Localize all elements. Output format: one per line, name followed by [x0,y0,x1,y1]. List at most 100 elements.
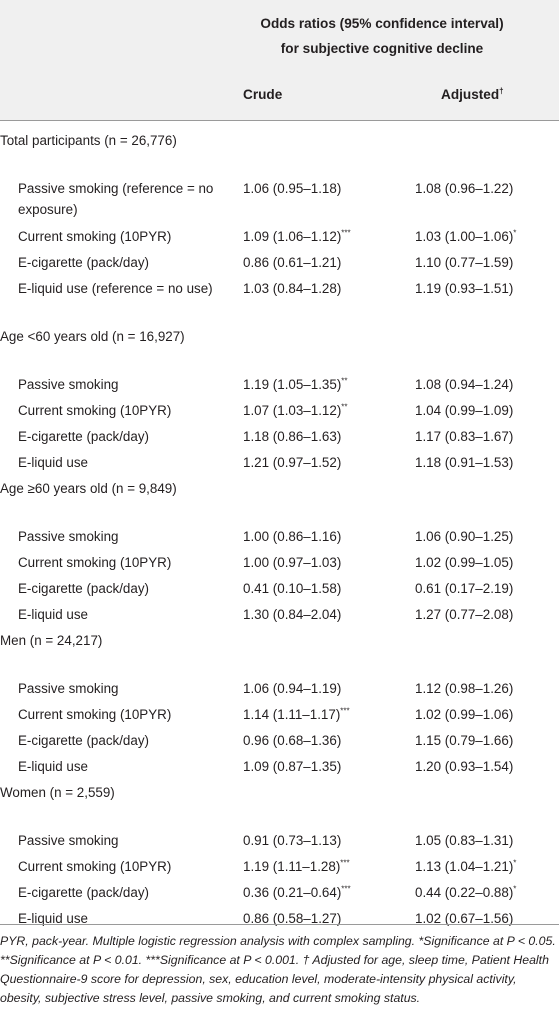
crude-value-text: 1.06 (0.94–1.19) [243,681,342,696]
table-row: E-cigarette (pack/day) 0.36 (0.21–0.64)**… [0,876,559,902]
table-footnote: PYR, pack-year. Multiple logistic regres… [0,934,556,1005]
adjusted-value-text: 1.13 (1.04–1.21) [415,859,514,874]
row-label: E-cigarette (pack/day) [18,255,149,270]
table-row: E-cigarette (pack/day) 1.18 (0.86–1.63) 1.… [0,420,559,446]
crude-value: 1.14 (1.11–1.17)*** [243,704,350,725]
adjusted-value-text: 1.27 (0.77–2.08) [415,607,514,622]
table-group-row: Men (n = 24,217) [0,624,559,672]
crude-value: 1.09 (0.87–1.35) [243,756,341,777]
adjusted-value: 1.20 (0.93–1.54) [415,756,513,777]
crude-value-text: 1.00 (0.97–1.03) [243,555,342,570]
table-row: Current smoking (10PYR) 1.14 (1.11–1.17)*… [0,698,559,724]
crude-value: 0.91 (0.73–1.13) [243,830,341,851]
adjusted-value: 1.08 (0.96–1.22) [415,178,513,199]
crude-value: 1.03 (0.84–1.28) [243,278,341,299]
adjusted-value: 0.44 (0.22–0.88)* [415,882,516,903]
table-group-row: Age <60 years old (n = 16,927) [0,320,559,368]
adjusted-value-text: 1.05 (0.83–1.31) [415,833,514,848]
crude-value: 1.09 (1.06–1.12)*** [243,226,351,247]
crude-value: 1.06 (0.94–1.19) [243,678,341,699]
adjusted-value-text: 1.03 (1.00–1.06) [415,229,514,244]
crude-value-text: 0.36 (0.21–0.64) [243,885,342,900]
column-header-adjusted-mark: † [499,86,504,96]
row-label: Current smoking (10PYR) [18,707,172,722]
row-label: Age ≥60 years old (n = 9,849) [0,481,177,496]
adjusted-value-text: 1.04 (0.99–1.09) [415,403,514,418]
adjusted-value-text: 1.20 (0.93–1.54) [415,759,514,774]
adjusted-value: 1.02 (0.99–1.06) [415,704,513,725]
significance-marker: * [513,884,517,894]
adjusted-value-text: 1.15 (0.79–1.66) [415,733,514,748]
crude-value: 1.00 (0.97–1.03) [243,552,341,573]
row-label: E-cigarette (pack/day) [18,733,149,748]
adjusted-value: 1.13 (1.04–1.21)* [415,856,516,877]
crude-value: 0.41 (0.10–1.58) [243,578,341,599]
adjusted-value: 1.10 (0.77–1.59) [415,252,513,273]
row-label: E-liquid use [18,607,88,622]
crude-value-text: 1.14 (1.11–1.17) [243,707,341,722]
significance-marker: *** [341,228,351,238]
row-label: E-liquid use [18,911,88,926]
row-label: Current smoking (10PYR) [18,403,172,418]
crude-value: 1.18 (0.86–1.63) [243,426,341,447]
adjusted-value: 1.02 (0.99–1.05) [415,552,513,573]
table-row: Passive smoking 0.91 (0.73–1.13) 1.05 (0.8… [0,824,559,850]
row-label: Passive smoking [18,377,119,392]
crude-value: 1.19 (1.11–1.28)*** [243,856,350,877]
crude-value-text: 0.96 (0.68–1.36) [243,733,342,748]
column-header-adjusted-label: Adjusted [441,87,500,102]
table-row: E-cigarette (pack/day) 0.96 (0.68–1.36) 1.… [0,724,559,750]
crude-value-text: 1.03 (0.84–1.28) [243,281,342,296]
column-header-adjusted: Adjusted† [441,87,504,102]
row-label: Current smoking (10PYR) [18,859,172,874]
crude-value-text: 1.21 (0.97–1.52) [243,455,342,470]
row-label: Total participants (n = 26,776) [0,133,177,148]
row-label: Age <60 years old (n = 16,927) [0,329,185,344]
significance-marker: *** [341,884,351,894]
table-row: E-liquid use (reference = no use) 1.03 (0… [0,272,559,320]
row-label: E-liquid use [18,759,88,774]
row-label: E-cigarette (pack/day) [18,429,149,444]
adjusted-value: 0.61 (0.17–2.19) [415,578,513,599]
row-label: E-cigarette (pack/day) [18,581,149,596]
adjusted-value-text: 1.06 (0.90–1.25) [415,529,514,544]
table-row: Passive smoking (reference = no exposure… [0,172,559,220]
adjusted-value: 1.04 (0.99–1.09) [415,400,513,421]
adjusted-value-text: 1.18 (0.91–1.53) [415,455,514,470]
crude-value-text: 0.41 (0.10–1.58) [243,581,342,596]
adjusted-value: 1.18 (0.91–1.53) [415,452,513,473]
table-row: E-liquid use 0.86 (0.58–1.27) 1.02 (0.67–1… [0,902,559,928]
table-row: Passive smoking 1.19 (1.05–1.35)** 1.08 (0… [0,368,559,394]
adjusted-value: 1.12 (0.98–1.26) [415,678,513,699]
table-header-group: Odds ratios (95% confidence interval) fo… [0,0,559,74]
header-title-line1: Odds ratios (95% confidence interval) [260,16,504,31]
adjusted-value: 1.15 (0.79–1.66) [415,730,513,751]
crude-value: 1.19 (1.05–1.35)** [243,374,348,395]
crude-value-text: 1.19 (1.05–1.35) [243,377,342,392]
adjusted-value: 1.02 (0.67–1.56) [415,908,513,929]
adjusted-value-text: 0.44 (0.22–0.88) [415,885,514,900]
crude-value: 1.07 (1.03–1.12)** [243,400,348,421]
row-label: E-liquid use [18,455,88,470]
table-row: Current smoking (10PYR) 1.19 (1.11–1.28)*… [0,850,559,876]
adjusted-value-text: 1.10 (0.77–1.59) [415,255,514,270]
crude-value-text: 1.06 (0.95–1.18) [243,181,342,196]
crude-value: 0.86 (0.58–1.27) [243,908,341,929]
crude-value-text: 1.09 (0.87–1.35) [243,759,342,774]
row-label: Men (n = 24,217) [0,633,103,648]
table-group-row: Age ≥60 years old (n = 9,849) [0,472,559,520]
adjusted-value: 1.03 (1.00–1.06)* [415,226,516,247]
adjusted-value-text: 1.19 (0.93–1.51) [415,281,514,296]
adjusted-value: 1.27 (0.77–2.08) [415,604,513,625]
row-label: Current smoking (10PYR) [18,555,172,570]
crude-value: 0.36 (0.21–0.64)*** [243,882,351,903]
adjusted-value: 1.08 (0.94–1.24) [415,374,513,395]
significance-marker: * [513,858,517,868]
adjusted-value: 1.06 (0.90–1.25) [415,526,513,547]
adjusted-value-text: 1.02 (0.99–1.05) [415,555,514,570]
table-group-row: Total participants (n = 26,776) [0,124,559,172]
significance-marker: *** [340,858,350,868]
significance-marker: *** [340,706,350,716]
column-header-crude: Crude [243,87,283,102]
